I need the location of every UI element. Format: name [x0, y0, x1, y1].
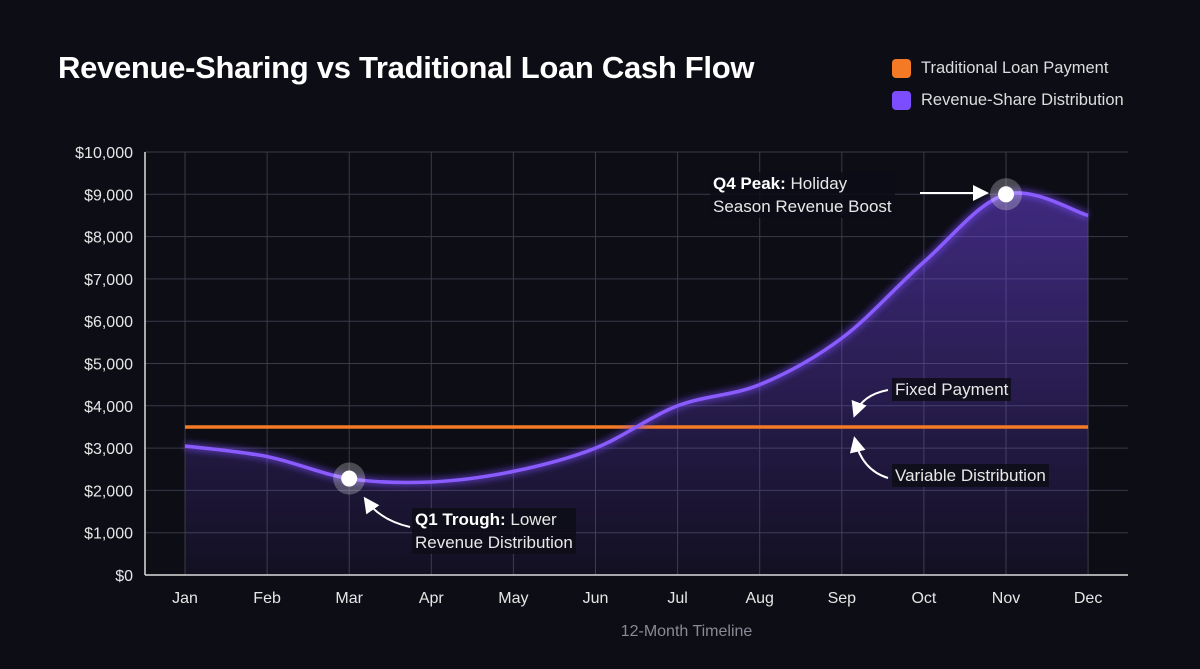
highlight-point [341, 470, 358, 487]
annotation-text: Holiday [785, 174, 848, 193]
x-tick-label: Jul [667, 590, 687, 607]
x-tick-label: Apr [419, 590, 445, 607]
x-tick-label: May [498, 590, 528, 607]
y-tick-label: $2,000 [84, 483, 133, 500]
x-tick-label: Oct [911, 590, 936, 607]
x-tick-label: Aug [745, 590, 773, 607]
arrow-variable [849, 436, 889, 479]
annotation-fixed-payment: Fixed Payment [892, 378, 1012, 401]
annotation-bold: Q4 Peak: [713, 174, 786, 193]
annotation-q1-trough: Q1 Trough: Lower Revenue Distribution [412, 508, 576, 554]
x-tick-label: Mar [335, 590, 363, 607]
legend-swatch-purple [892, 90, 911, 110]
legend-label: Traditional Loan Payment [921, 58, 1109, 77]
annotation-variable-distribution: Variable Distribution [892, 464, 1049, 487]
revenue-share-area [185, 192, 1089, 576]
legend-item-revenue-share: Revenue-Share Distribution [892, 84, 1124, 116]
chart-title: Revenue-Sharing vs Traditional Loan Cash… [58, 50, 755, 85]
y-tick-label: $9,000 [84, 187, 133, 204]
x-tick-label: Jun [583, 590, 609, 607]
legend-label: Revenue-Share Distribution [921, 90, 1124, 109]
arrow-trough [363, 496, 411, 528]
x-tick-label: Dec [1074, 590, 1102, 607]
y-tick-label: $6,000 [84, 314, 133, 331]
y-tick-label: $0 [115, 568, 133, 585]
annotation-q4-peak: Q4 Peak: Holiday Season Revenue Boost [710, 172, 895, 218]
highlight-point [998, 186, 1014, 203]
annotation-text: Revenue Distribution [415, 533, 573, 552]
arrow-fixed [851, 389, 889, 418]
x-tick-label: Feb [253, 590, 281, 607]
legend-swatch-orange [892, 58, 911, 78]
annotation-text: Lower [505, 510, 557, 529]
x-tick-label: Sep [828, 590, 857, 607]
x-tick-label: Jan [172, 590, 198, 607]
y-tick-label: $8,000 [84, 230, 133, 247]
x-axis-label: 12-Month Timeline [621, 623, 753, 640]
x-tick-label: Nov [992, 590, 1020, 607]
legend: Traditional Loan Payment Revenue-Share D… [892, 52, 1124, 116]
y-tick-label: $3,000 [84, 441, 133, 458]
annotation-text: Season Revenue Boost [713, 197, 892, 216]
y-tick-label: $4,000 [84, 399, 133, 416]
y-tick-label: $7,000 [84, 272, 133, 289]
y-tick-label: $5,000 [84, 357, 133, 374]
y-tick-label: $1,000 [84, 526, 133, 543]
y-tick-label: $10,000 [75, 145, 133, 162]
legend-item-traditional: Traditional Loan Payment [892, 52, 1124, 84]
annotation-bold: Q1 Trough: [415, 510, 506, 529]
